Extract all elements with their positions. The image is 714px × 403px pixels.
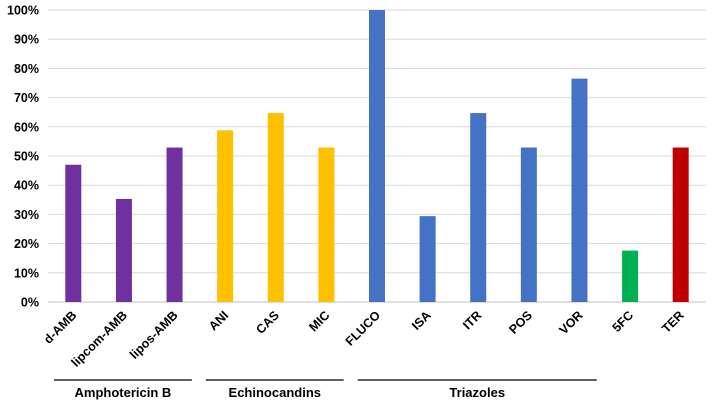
bar-mic (318, 147, 335, 302)
bar-ani (217, 130, 234, 302)
x-tick-label: ITR (460, 308, 484, 332)
y-tick-label: 100% (7, 4, 39, 18)
group-brackets: Amphotericin B Echinocandins Triazoles (54, 379, 597, 400)
y-axis-ticks: 0% 10% 20% 30% 40% 50% 60% 70% 80% 90% 100% (7, 4, 39, 310)
bar-cas (267, 113, 284, 303)
bar-fluco (369, 10, 385, 302)
x-tick-label: TER (659, 308, 687, 336)
y-tick-label: 80% (14, 62, 39, 76)
x-tick-label: ISA (409, 308, 434, 333)
group-label: Echinocandins (229, 385, 321, 400)
bar-ter (672, 147, 689, 302)
bar-pos (520, 147, 537, 302)
y-tick-label: 70% (14, 91, 39, 105)
group-label: Triazoles (449, 385, 505, 400)
bar-vor (571, 78, 588, 303)
group-label: Amphotericin B (75, 385, 172, 400)
y-tick-label: 30% (14, 208, 39, 222)
x-tick-label: FLUCO (343, 308, 384, 349)
y-tick-label: 40% (14, 179, 39, 193)
x-tick-label: CAS (253, 308, 282, 337)
bar-lipcom-amb (115, 198, 132, 302)
bar-5fc (622, 250, 639, 302)
y-tick-label: 50% (14, 150, 39, 164)
x-tick-label: MIC (306, 308, 332, 334)
x-tick-label: VOR (557, 308, 586, 337)
y-tick-label: 20% (14, 237, 39, 251)
x-tick-label: ANI (206, 308, 231, 333)
x-tick-label: 5FC (610, 308, 637, 335)
bars (65, 10, 689, 303)
x-tick-label: lipos-AMB (127, 308, 181, 362)
bar-itr (470, 113, 487, 303)
bar-isa (419, 216, 436, 302)
bar-d-amb (65, 164, 82, 302)
bar-lipos-amb (166, 147, 183, 302)
y-tick-label: 0% (21, 296, 39, 310)
y-tick-label: 10% (14, 266, 39, 280)
y-tick-label: 90% (14, 33, 39, 47)
x-tick-label: POS (506, 308, 535, 337)
x-tick-label: d-AMB (41, 308, 79, 346)
y-tick-label: 60% (14, 120, 39, 134)
